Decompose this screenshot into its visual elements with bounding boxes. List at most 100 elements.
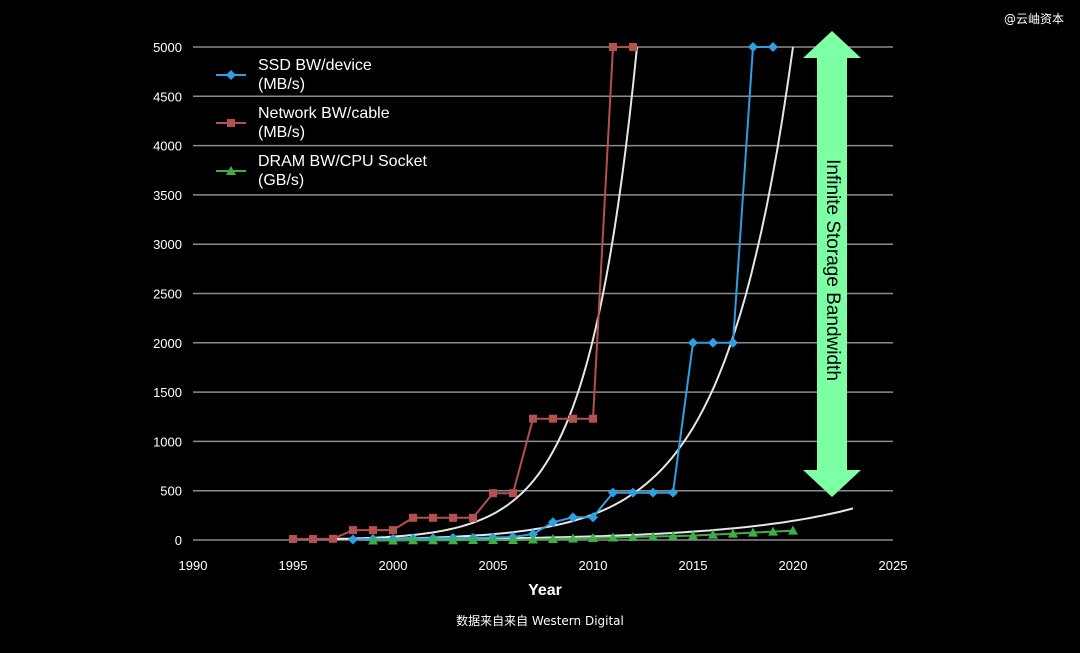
network-data-point xyxy=(429,513,437,522)
dram-data-point xyxy=(448,535,458,545)
x-tick-labels: 1990 1995 2000 2005 2010 2015 2020 2025 xyxy=(179,558,908,573)
x-tick-label: 2010 xyxy=(579,558,608,573)
double-arrow-shape xyxy=(803,31,861,497)
network-data-point xyxy=(369,526,377,535)
ssd-data-point xyxy=(628,487,638,498)
network-data-point xyxy=(289,535,297,544)
dram-data-point xyxy=(748,527,758,537)
y-tick-label: 500 xyxy=(160,484,182,499)
network-data-point xyxy=(449,513,457,522)
network-data-point xyxy=(529,414,537,423)
y-tick-label: 1500 xyxy=(153,385,182,400)
ssd-data-point xyxy=(528,529,538,540)
ssd-data-point xyxy=(568,512,578,523)
dram-data-point xyxy=(628,532,638,542)
network-trend-curve xyxy=(332,46,638,540)
dram-data-point xyxy=(528,534,538,544)
x-tick-label: 2020 xyxy=(779,558,808,573)
dram-data-point xyxy=(668,531,678,541)
dram-data-point xyxy=(788,525,798,535)
ssd-data-point xyxy=(648,487,658,498)
dram-data-point xyxy=(588,533,598,543)
network-data-point xyxy=(309,535,317,544)
ssd-data-point xyxy=(748,42,758,52)
ssd-data-point xyxy=(708,337,718,348)
network-data-point xyxy=(569,414,577,423)
dram-data-point xyxy=(428,535,438,545)
network-data-point xyxy=(389,526,397,535)
dram-data-point xyxy=(508,535,518,544)
network-data-point xyxy=(629,43,637,51)
x-axis-label: Year xyxy=(528,582,562,599)
dram-data-point xyxy=(408,535,418,545)
x-tick-label: 1995 xyxy=(279,558,308,573)
network-data-point xyxy=(609,43,617,51)
ssd-data-point xyxy=(688,337,698,348)
x-tick-label: 2000 xyxy=(379,558,408,573)
dram-data-point xyxy=(368,535,378,545)
ssd-data-point xyxy=(768,42,778,52)
network-legend-marker xyxy=(227,119,235,127)
dram-data-point xyxy=(388,535,398,545)
network-data-point xyxy=(489,489,497,498)
y-tick-label: 4500 xyxy=(153,89,182,104)
y-tick-label: 0 xyxy=(175,533,182,548)
dram-legend-marker xyxy=(226,166,236,175)
network-data-point xyxy=(409,513,417,522)
network-series xyxy=(289,43,637,544)
ssd-data-point xyxy=(548,517,558,528)
x-tick-label: 2015 xyxy=(679,558,708,573)
network-data-point xyxy=(349,526,357,535)
dram-data-point xyxy=(688,530,698,540)
x-tick-label: 2005 xyxy=(479,558,508,573)
dram-legend-label: DRAM BW/CPU Socket xyxy=(258,153,427,170)
network-legend-label: Network BW/cable xyxy=(258,105,390,122)
dram-data-point xyxy=(568,533,578,543)
dram-data-point xyxy=(548,534,558,544)
ssd-data-point xyxy=(348,534,358,545)
y-tick-labels: 0 500 1000 1500 2000 2500 3000 3500 4000 4500 5000 xyxy=(153,40,182,548)
annotation-text: Infinite Storage Bandwidth xyxy=(822,159,843,381)
y-tick-label: 1000 xyxy=(153,434,182,449)
ssd-series-line xyxy=(352,46,773,541)
grid-lines xyxy=(193,46,893,541)
dram-data-point xyxy=(708,529,718,539)
y-tick-label: 3000 xyxy=(153,237,182,252)
y-tick-label: 3500 xyxy=(153,188,182,203)
dram-data-point xyxy=(488,535,498,544)
ssd-data-point xyxy=(608,487,618,498)
dram-data-point xyxy=(648,531,658,541)
x-tick-label: 2025 xyxy=(879,558,908,573)
network-data-point xyxy=(549,414,557,423)
ssd-legend-label: SSD BW/device xyxy=(258,57,372,74)
y-tick-label: 5000 xyxy=(153,40,182,55)
dram-trend-curve xyxy=(353,507,854,541)
network-data-point xyxy=(589,414,597,423)
network-data-point xyxy=(469,513,477,522)
network-data-point xyxy=(329,534,337,543)
x-tick-label: 1990 xyxy=(179,558,208,573)
dram-series-line xyxy=(373,529,794,542)
y-tick-label: 2000 xyxy=(153,336,182,351)
dram-series xyxy=(368,525,798,545)
ssd-data-point xyxy=(668,487,678,498)
dram-data-point xyxy=(608,532,618,542)
ssd-legend-unit: (MB/s) xyxy=(258,76,305,93)
ssd-legend-marker xyxy=(226,70,236,80)
y-tick-label: 2500 xyxy=(153,287,182,302)
dram-data-point xyxy=(728,528,738,538)
dram-data-point xyxy=(468,535,478,544)
infinite-storage-arrow: Infinite Storage Bandwidth xyxy=(803,31,861,497)
network-legend-unit: (MB/s) xyxy=(258,124,305,141)
watermark: @云岫资本 xyxy=(1003,12,1064,26)
data-series xyxy=(289,42,798,545)
dram-data-point xyxy=(768,526,778,536)
source-note: 数据来自来自 Western Digital xyxy=(456,614,624,628)
ssd-data-point xyxy=(728,337,738,348)
legend: SSD BW/device (MB/s) Network BW/cable (MB/s… xyxy=(216,57,427,189)
network-data-point xyxy=(509,489,517,498)
y-tick-label: 4000 xyxy=(153,139,182,154)
ssd-data-point xyxy=(588,512,598,523)
dram-legend-unit: (GB/s) xyxy=(258,172,304,189)
